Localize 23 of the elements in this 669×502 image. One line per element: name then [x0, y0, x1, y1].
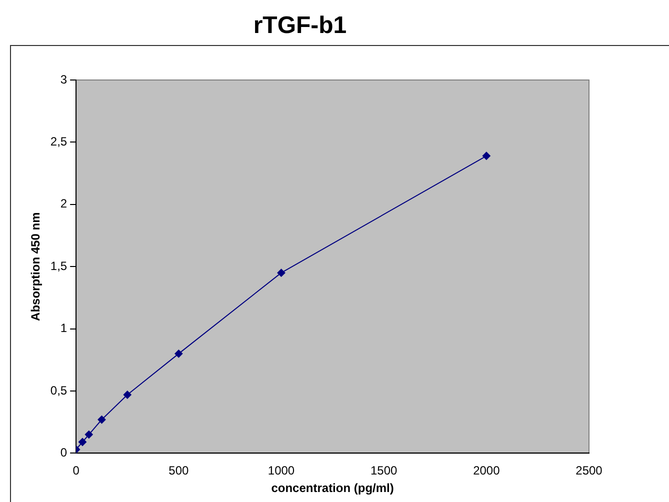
- y-tick-label: 3: [60, 72, 68, 86]
- x-tick-label: 1500: [370, 464, 398, 478]
- point: [123, 390, 132, 399]
- y-tick-label: 0,5: [50, 383, 68, 398]
- point: [84, 430, 93, 439]
- x-tick-label: 2000: [473, 464, 500, 478]
- x-tick-label: 2500: [576, 464, 603, 478]
- x-tick-label: 0: [72, 464, 80, 478]
- x-tick-label: 1000: [268, 464, 295, 478]
- y-tick-label: 1,5: [50, 258, 68, 273]
- y-tick-label: 2,5: [50, 134, 68, 149]
- point: [98, 416, 106, 424]
- y-axis-title: Absorption 450 nm: [28, 212, 43, 321]
- y-tick-label: 0: [60, 446, 68, 460]
- y-tick-label: 2: [60, 196, 68, 211]
- x-tick-label: 500: [168, 464, 189, 478]
- point: [482, 152, 490, 160]
- point: [78, 438, 86, 446]
- point: [277, 268, 286, 277]
- x-axis-title: concentration (pg/ml): [271, 481, 394, 496]
- chart-title: rTGF-b1: [252, 12, 348, 40]
- point: [174, 350, 183, 358]
- y-tick-label: 1: [60, 321, 68, 336]
